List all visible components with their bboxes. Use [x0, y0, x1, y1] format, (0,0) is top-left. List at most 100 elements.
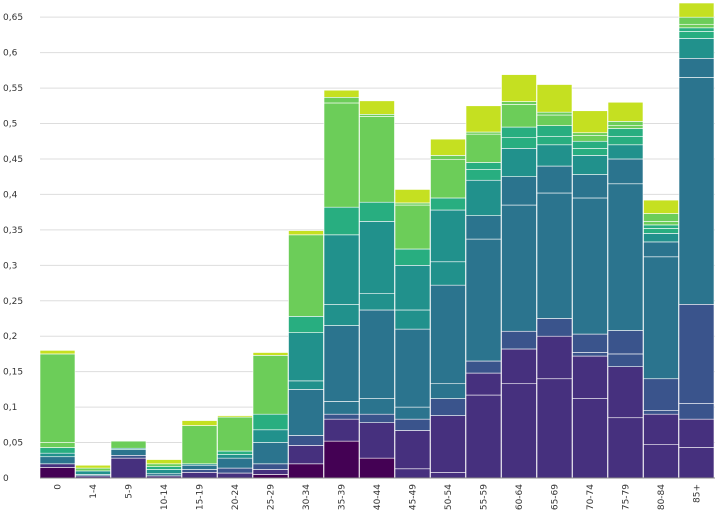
bar-segment	[39, 350, 76, 355]
bar-segment	[572, 197, 608, 335]
x-tick-label: 40-44	[373, 484, 383, 510]
y-tick-label: 0,65	[3, 13, 23, 23]
bar-stack-75-79	[607, 101, 644, 479]
bar-segment	[643, 228, 679, 234]
bar-stack-20-24	[217, 415, 253, 479]
bar-segment	[501, 330, 537, 350]
bar-segment	[252, 469, 289, 475]
bar-segment	[536, 165, 573, 194]
bar-segment	[572, 155, 608, 175]
y-tick-label: 0,45	[3, 155, 23, 165]
bar-segment	[359, 221, 395, 294]
bar-segment	[501, 383, 537, 479]
bar-segment	[39, 442, 76, 448]
bar-segment	[217, 450, 253, 455]
bar-segment	[359, 422, 395, 459]
bar-segment	[359, 201, 395, 222]
bar-segment	[359, 116, 395, 203]
bar-segment	[501, 137, 537, 149]
bar-segment	[181, 420, 218, 426]
bar-segment	[643, 241, 679, 258]
bar-segment	[394, 468, 431, 479]
bar-segment	[465, 179, 502, 216]
bar-segment	[607, 125, 644, 129]
y-tick-label: 0	[3, 474, 9, 484]
bar-segment	[181, 425, 218, 465]
x-tick-label: 65-69	[551, 484, 561, 510]
bar-segment	[288, 389, 324, 436]
x-tick-label: 60-64	[515, 484, 525, 510]
bar-segment	[536, 111, 573, 116]
x-tick-label: 80-84	[657, 484, 667, 510]
bar-segment	[394, 418, 431, 431]
bar-segment	[607, 101, 644, 122]
bar-stack-70-74	[572, 110, 608, 479]
bar-segment	[430, 138, 466, 156]
bar-segment	[572, 132, 608, 136]
bar-segment	[359, 309, 395, 399]
y-tick-label: 0,2	[3, 332, 17, 342]
bar-segment	[501, 126, 537, 139]
bar-segment	[607, 144, 644, 160]
bar-segment	[359, 100, 395, 115]
bar-segment	[678, 304, 715, 404]
bar-segment	[288, 234, 324, 317]
bar-segment	[501, 348, 537, 385]
bar-segment	[607, 330, 644, 355]
bar-segment	[643, 199, 679, 214]
x-tick-label: 20-24	[231, 484, 241, 510]
bar-segment	[359, 293, 395, 311]
bar-segment	[678, 23, 715, 29]
x-tick-label: 25-29	[267, 484, 277, 510]
bar-segment	[39, 447, 76, 454]
bar-segment	[678, 57, 715, 78]
y-tick-label: 0,6	[3, 49, 18, 59]
bar-segment	[572, 148, 608, 156]
bar-segment	[110, 449, 147, 456]
bar-segment	[465, 131, 502, 135]
bar-segment	[501, 176, 537, 206]
bar-segment	[607, 135, 644, 146]
bar-segment	[465, 162, 502, 170]
bar-segment	[252, 355, 289, 415]
bar-segment	[572, 174, 608, 199]
bar-segment	[536, 84, 573, 113]
bar-segment	[252, 442, 289, 465]
bar-segment	[643, 410, 679, 415]
bar-segment	[643, 378, 679, 411]
bars	[39, 2, 715, 479]
bar-segment	[607, 128, 644, 137]
x-tick-label: 10-14	[160, 484, 170, 510]
bar-segment	[572, 140, 608, 149]
bar-segment	[501, 148, 537, 177]
bar-segment	[643, 256, 679, 380]
bar-segment	[75, 464, 111, 469]
bar-segment	[323, 304, 360, 326]
y-tick-label: 0,25	[3, 297, 23, 307]
bar-segment	[217, 457, 253, 469]
y-tick-label: 0,3	[3, 261, 17, 271]
bar-segment	[465, 133, 502, 163]
bar-segment	[678, 447, 715, 479]
bar-segment	[501, 204, 537, 332]
bar-segment	[252, 429, 289, 443]
bar-segment	[288, 230, 324, 236]
bar-segment	[394, 202, 431, 206]
bar-segment	[607, 158, 644, 185]
bar-segment	[678, 403, 715, 420]
bar-stack-60-64	[501, 74, 537, 479]
bar-segment	[323, 102, 360, 208]
bar-segment	[643, 233, 679, 243]
bar-segment	[430, 197, 466, 211]
bar-segment	[394, 204, 431, 250]
bar-segment	[678, 27, 715, 32]
bar-segment	[678, 2, 715, 18]
bar-segment	[465, 394, 502, 479]
y-tick-label: 0,05	[3, 439, 23, 449]
bar-segment	[39, 463, 76, 468]
x-tick-label: 75-79	[622, 484, 632, 510]
bar-segment	[643, 413, 679, 445]
bar-segment	[572, 333, 608, 353]
x-tick-label: 0	[54, 484, 64, 490]
bar-segment	[572, 355, 608, 399]
